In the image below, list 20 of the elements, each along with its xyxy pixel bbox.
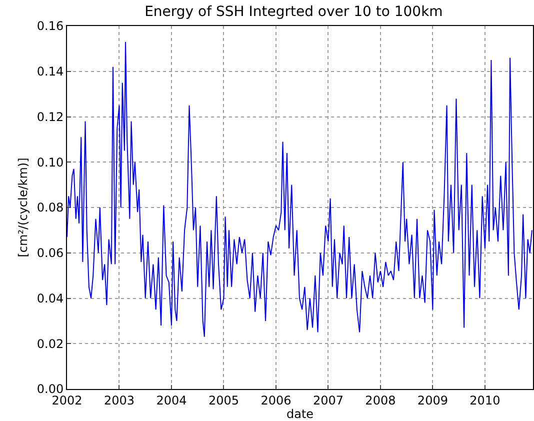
y-tick-label: 0.16 — [36, 19, 64, 34]
y-tick-label: 0.10 — [36, 155, 64, 170]
x-tick-label: 2008 — [365, 393, 396, 408]
x-tick-label: 2004 — [156, 393, 187, 408]
y-tick-label: 0.06 — [36, 246, 64, 260]
x-tick-label: 2010 — [470, 393, 500, 408]
line-series — [67, 41, 532, 338]
y-tick-label: 0.08 — [36, 200, 64, 215]
y-axis-title: [cm²/(cycle/km)] — [16, 158, 30, 258]
x-tick-label: 2009 — [417, 393, 448, 408]
x-tick-label: 2005 — [208, 393, 240, 408]
y-tick-label: 0.04 — [36, 291, 64, 306]
x-tick-label: 2007 — [312, 393, 344, 408]
chart-title: Energy of SSH Integrted over 10 to 100km — [144, 4, 443, 20]
y-tick-label: 0.14 — [36, 64, 64, 79]
x-tick-label: 2003 — [104, 393, 135, 408]
y-tick-label: 0.12 — [36, 110, 64, 124]
y-tick-label: 0.02 — [36, 336, 64, 351]
x-tick-label: 2006 — [260, 393, 292, 408]
x-axis-title: date — [286, 407, 314, 421]
